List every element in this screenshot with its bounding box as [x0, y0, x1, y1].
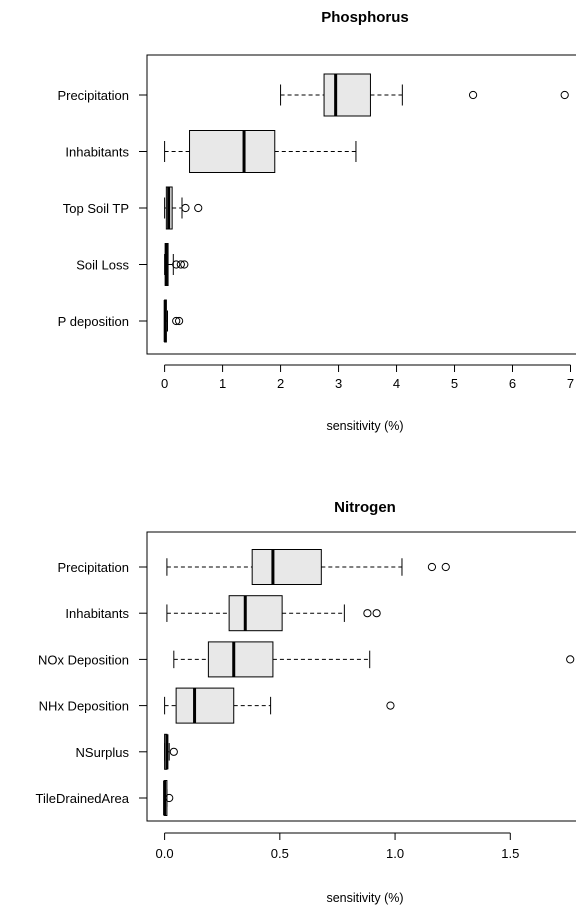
outlier-point: [182, 204, 189, 211]
x-tick-label: 2: [277, 376, 284, 391]
outlier-point: [387, 702, 394, 709]
outlier-point: [567, 656, 574, 663]
boxplot-row: [165, 244, 188, 286]
category-label: Inhabitants: [65, 145, 129, 160]
outlier-point: [195, 204, 202, 211]
category-label: NOx Deposition: [38, 652, 129, 667]
phosphorus-x-axis: 0 1 2 3 4 5 6 7: [161, 365, 574, 391]
boxplot-row: [165, 781, 173, 816]
boxplot-row: [165, 131, 356, 173]
phosphorus-y-axis: Precipitation Inhabitants Top Soil TP Soil …: [57, 88, 147, 329]
nitrogen-x-axis-title: sensitivity (%): [326, 891, 403, 905]
category-label: Inhabitants: [65, 606, 129, 621]
x-tick-label: 1.5: [501, 846, 519, 861]
nitrogen-x-axis: 0.0 0.5 1.0 1.5: [156, 833, 520, 861]
iqr-box: [229, 596, 282, 631]
phosphorus-panel: Phosphorus 0 1 2 3 4 5 6 7 Precipitation Inhabit…: [57, 9, 576, 433]
boxplot-row: [165, 688, 394, 723]
category-label: Top Soil TP: [63, 201, 129, 216]
phosphorus-title: Phosphorus: [321, 9, 409, 26]
boxplot-row: [165, 300, 183, 342]
x-tick-label: 4: [393, 376, 400, 391]
category-label: NHx Deposition: [39, 699, 129, 714]
category-label: NSurplus: [76, 745, 130, 760]
x-tick-label: 1.0: [386, 846, 404, 861]
nitrogen-panel: Nitrogen 0.0 0.5 1.0 1.5 Precipitation Inhab…: [36, 499, 576, 905]
iqr-box: [176, 688, 234, 723]
outlier-point: [364, 610, 371, 617]
x-tick-label: 0.5: [271, 846, 289, 861]
boxplot-row: [165, 187, 202, 229]
iqr-box: [324, 74, 370, 116]
phosphorus-boxes: [165, 74, 569, 342]
outlier-point: [469, 91, 476, 98]
x-tick-label: 7: [567, 376, 574, 391]
boxplot-row: [167, 550, 449, 585]
category-label: TileDrainedArea: [36, 791, 130, 806]
boxplot-row: [165, 734, 178, 769]
x-tick-label: 3: [335, 376, 342, 391]
x-tick-label: 1: [219, 376, 226, 391]
iqr-box: [208, 642, 273, 677]
category-label: Soil Loss: [76, 258, 129, 273]
nitrogen-y-axis: Precipitation Inhabitants NOx Deposition NH…: [36, 560, 147, 806]
nitrogen-title: Nitrogen: [334, 499, 396, 516]
x-tick-label: 0.0: [156, 846, 174, 861]
outlier-point: [561, 91, 568, 98]
x-tick-label: 5: [451, 376, 458, 391]
phosphorus-x-axis-title: sensitivity (%): [326, 419, 403, 433]
outlier-point: [170, 748, 177, 755]
boxplot-row: [167, 596, 380, 631]
category-label: P deposition: [58, 314, 129, 329]
nitrogen-boxes: [165, 550, 574, 816]
outlier-point: [373, 610, 380, 617]
boxplot-row: [281, 74, 569, 116]
category-label: Precipitation: [57, 560, 129, 575]
iqr-box: [190, 131, 275, 173]
category-label: Precipitation: [57, 88, 129, 103]
x-tick-label: 6: [509, 376, 516, 391]
boxplot-row: [174, 642, 574, 677]
outlier-point: [442, 563, 449, 570]
x-tick-label: 0: [161, 376, 168, 391]
outlier-point: [428, 563, 435, 570]
iqr-box: [252, 550, 321, 585]
